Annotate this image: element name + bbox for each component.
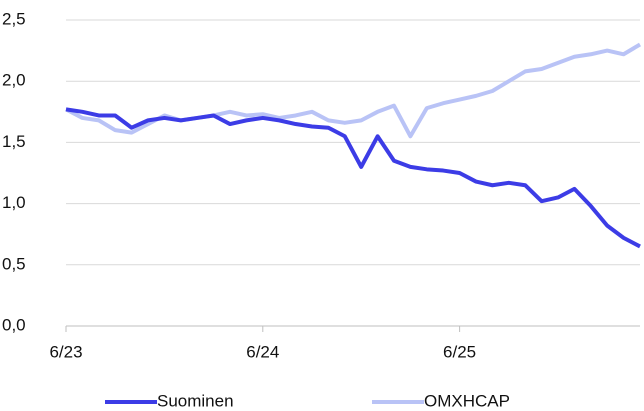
legend-label: Suominen [157, 391, 234, 410]
x-tick-label: 6/23 [49, 342, 82, 361]
legend-label: OMXHCAP [424, 391, 510, 410]
series-line [65, 42, 642, 139]
y-tick-label: 1,5 [2, 132, 26, 151]
x-tick-label: 6/25 [443, 342, 476, 361]
x-tick-label: 6/24 [246, 342, 279, 361]
y-tick-label: 2,0 [2, 71, 26, 90]
y-tick-label: 0,5 [2, 254, 26, 273]
y-tick-label: 0,0 [2, 315, 26, 334]
y-tick-label: 1,0 [2, 193, 26, 212]
series-line [65, 107, 641, 249]
y-tick-label: 2,5 [2, 9, 26, 28]
